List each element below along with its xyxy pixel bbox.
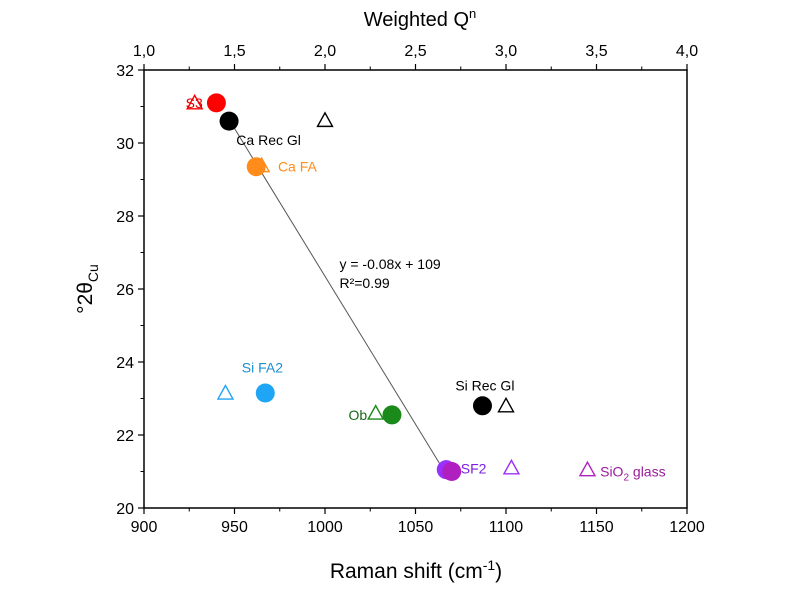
point-label: SiO2 glass: [600, 464, 665, 484]
point-label: S3: [186, 95, 203, 111]
y-tick-label: 20: [116, 501, 134, 518]
point-label: SF2: [461, 461, 487, 477]
data-marks: [185, 93, 597, 481]
point-label: Ca FA: [278, 159, 318, 175]
top-axis-label: Weighted Qn: [364, 6, 476, 31]
y-tick-label: 32: [116, 63, 134, 80]
triangle-point: [216, 384, 235, 400]
axes: 900 950 1000 1050 1100 1150 1200 1,0 1,5 2,0 2,5 3,…: [116, 43, 705, 536]
triangle-point: [185, 93, 204, 110]
x-tick-label: 1000: [307, 519, 343, 536]
triangle-point: [366, 404, 385, 420]
y-tick-label: 30: [116, 136, 134, 153]
point-label: Si FA2: [242, 359, 283, 375]
plot-frame: [143, 69, 688, 509]
triangle-point: [316, 111, 334, 128]
circle-point: [206, 93, 226, 113]
top-tick-label: 2,0: [314, 43, 336, 60]
fit-line-layer: [234, 128, 445, 472]
top-tick-label: 4,0: [676, 43, 698, 60]
x-tick-label: 1200: [669, 519, 705, 536]
triangle-point: [502, 458, 521, 475]
top-tick-label: 2,5: [404, 43, 426, 60]
x-axis-label: Raman shift (cm-1): [330, 557, 502, 583]
triangle-point: [578, 460, 597, 477]
point-label: Ob: [349, 407, 368, 423]
x-tick-label: 1050: [398, 519, 434, 536]
y-tick-label: 28: [116, 209, 134, 226]
circle-point: [442, 462, 462, 481]
point-label: Ca Rec Gl: [236, 132, 301, 148]
triangle-point: [497, 396, 515, 413]
fit-line: [234, 128, 445, 472]
y-tick-label: 26: [116, 282, 134, 299]
top-tick-label: 1,0: [133, 43, 155, 60]
x-tick-label: 900: [131, 519, 158, 536]
point-labels: S3 Ca Rec Gl Ca FA Si FA2 Ob Si Rec Gl SF2 SiO2…: [186, 95, 666, 484]
circle-point: [382, 405, 402, 425]
top-tick-label: 3,0: [495, 43, 517, 60]
point-label: Si Rec Gl: [455, 378, 514, 394]
circle-point: [219, 111, 239, 131]
x-tick-label: 950: [221, 519, 248, 536]
fit-r2: R²=0.99: [339, 275, 389, 291]
fit-equation: y = -0.08x + 109: [339, 256, 440, 272]
top-tick-label: 1,5: [223, 43, 245, 60]
circle-point: [255, 383, 275, 403]
y-tick-label: 22: [116, 428, 134, 445]
top-tick-label: 3,5: [585, 43, 607, 60]
circle-point: [472, 396, 492, 416]
x-tick-label: 1100: [489, 519, 524, 536]
y-axis-label: °2θCu: [74, 264, 101, 314]
y-tick-label: 24: [116, 355, 134, 372]
triangle-point: [252, 156, 271, 173]
x-tick-label: 1150: [579, 519, 614, 536]
